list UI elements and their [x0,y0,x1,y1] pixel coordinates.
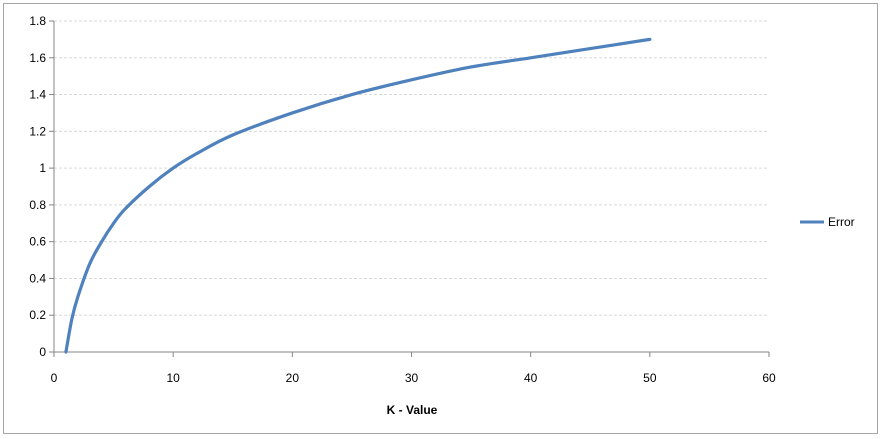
y-tick-label: 1.6 [29,51,46,65]
series-line-error [64,37,652,354]
x-tick-label: 30 [405,371,419,385]
series-layer [64,37,652,354]
grid-lines [54,20,769,316]
y-tick-labels: 0 0.2 0.4 0.6 0.8 1 1.2 1.4 1.6 1.8 [29,14,54,359]
x-axis-title: K - Value [387,403,438,417]
y-tick-label: 0.6 [29,235,46,249]
x-tick-label: 0 [51,371,58,385]
y-tick-label: 1.4 [29,88,46,102]
y-tick-label: 0.8 [29,198,46,212]
y-tick-label: 1.8 [29,14,46,28]
legend: Error [800,215,855,229]
x-tick-label: 40 [524,371,538,385]
y-tick-label: 0.4 [29,271,46,285]
axes [53,21,769,353]
x-tick-labels: 0 10 20 30 40 50 60 [51,352,776,385]
x-tick-label: 60 [762,371,776,385]
x-tick-label: 10 [166,371,180,385]
y-tick-label: 1 [39,161,46,175]
x-tick-label: 50 [643,371,657,385]
x-tick-label: 20 [286,371,300,385]
legend-label-error: Error [828,215,855,229]
y-tick-label: 1.2 [29,124,46,138]
y-tick-label: 0.2 [29,308,46,322]
y-tick-label: 0 [39,345,46,359]
